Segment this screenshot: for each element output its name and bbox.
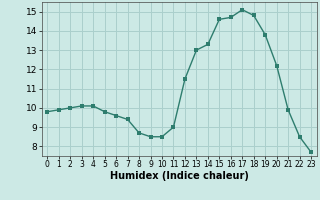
X-axis label: Humidex (Indice chaleur): Humidex (Indice chaleur) xyxy=(110,171,249,181)
